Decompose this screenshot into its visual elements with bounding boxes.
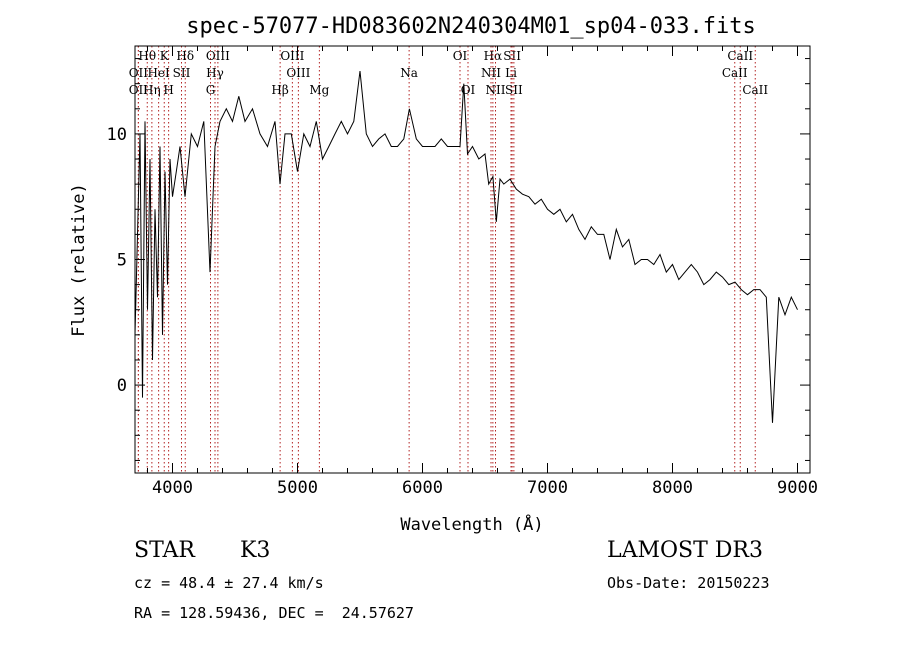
- line-label-2: OII: [129, 83, 149, 97]
- line-label-5: HeI: [147, 66, 170, 80]
- line-label-9: OIII: [206, 49, 230, 63]
- x-tick-label: 8000: [652, 478, 693, 498]
- line-label-8: SII: [173, 66, 191, 80]
- x-tick-label: 6000: [402, 478, 443, 498]
- line-label-26: CaII: [722, 66, 748, 80]
- line-label-6: H: [163, 83, 173, 97]
- line-label-24: SII: [505, 83, 523, 97]
- line-label-3: Hη: [143, 83, 161, 97]
- line-label-13: OIII: [280, 49, 304, 63]
- spectral-subclass: K3: [240, 538, 271, 563]
- y-tick-label: 0: [117, 376, 127, 396]
- line-label-1: OII: [129, 66, 149, 80]
- line-label-19: Hα: [484, 49, 503, 63]
- line-label-0: Hθ: [138, 49, 156, 63]
- x-tick-label: 7000: [527, 478, 568, 498]
- line-label-17: OI: [453, 49, 468, 63]
- line-label-25: CaII: [727, 49, 753, 63]
- line-label-7: Hδ: [176, 49, 194, 63]
- line-label-27: CaII: [742, 83, 768, 97]
- line-label-4: K: [160, 49, 170, 63]
- object-type: STAR: [134, 538, 195, 563]
- y-axis-ticks: 0 5 10: [107, 58, 810, 461]
- line-label-14: OIII: [286, 66, 310, 80]
- line-label-22: SII: [503, 49, 521, 63]
- survey-name: LAMOST DR3: [607, 538, 763, 563]
- line-label-20: NII: [481, 66, 501, 80]
- plot-frame: [134, 45, 811, 474]
- x-tick-label: 4000: [152, 478, 193, 498]
- redshift-velocity: cz = 48.4 ± 27.4 km/s: [134, 574, 324, 592]
- line-label-10: Hγ: [206, 66, 224, 80]
- line-label-11: G: [206, 83, 216, 97]
- line-label-15: Mg: [309, 83, 329, 97]
- coordinates: RA = 128.59436, DEC = 24.57627: [134, 604, 414, 622]
- y-axis-label: Flux (relative): [69, 183, 89, 337]
- line-label-21: NII: [486, 83, 506, 97]
- x-tick-label: 9000: [777, 478, 818, 498]
- x-tick-label: 5000: [277, 478, 318, 498]
- line-label-16: Na: [400, 66, 418, 80]
- x-axis-label: Wavelength (Å): [400, 513, 543, 535]
- spectrum-series-line: [134, 71, 798, 423]
- y-tick-label: 5: [117, 251, 127, 271]
- chart-title: spec-57077-HD083602N240304M01_sp04-033.f…: [186, 14, 756, 39]
- line-label-23: Li: [505, 66, 517, 80]
- y-tick-label: 10: [107, 125, 127, 145]
- x-axis-ticks: 4000 5000 6000 7000 8000 9000: [147, 46, 818, 498]
- observation-date: Obs-Date: 20150223: [607, 574, 770, 592]
- line-label-12: Hβ: [271, 83, 288, 97]
